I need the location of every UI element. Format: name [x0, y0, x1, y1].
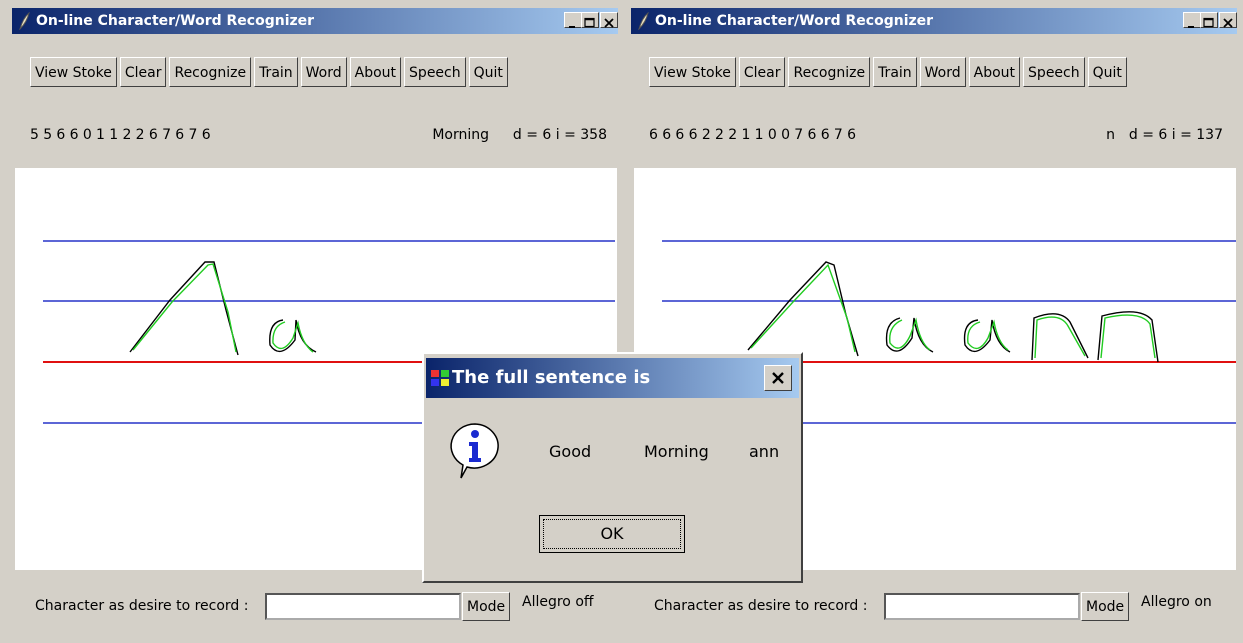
close-button[interactable]: [764, 365, 792, 391]
desktop: The full sentence is OK GoodMorningann (…: [0, 0, 1243, 643]
mode-button[interactable]: Mode: [462, 592, 510, 621]
ok-button[interactable]: OK: [539, 515, 685, 553]
window-title: On-line Character/Word Recognizer: [655, 8, 933, 34]
minimize-icon: [1184, 16, 1200, 30]
character-input[interactable]: [884, 593, 1080, 620]
close-button[interactable]: [1219, 12, 1237, 28]
title-bar: On-line Character/Word Recognizer: [631, 8, 1237, 34]
close-icon: [1220, 16, 1236, 30]
toolbar-button[interactable]: View Stoke: [649, 57, 736, 87]
allegro-status: Allegro on: [1141, 594, 1212, 610]
recognition-stats: d = 6 i = 137: [1129, 127, 1223, 143]
toolbar-button[interactable]: About: [969, 57, 1020, 87]
maximize-icon: [1201, 16, 1217, 30]
page: {"windows": [ {"title": "On-line Charact…: [0, 0, 1243, 643]
recognized-word: Morning: [432, 127, 489, 143]
minimize-button[interactable]: [564, 12, 582, 28]
message-dialog: The full sentence is OK Good Morning ann: [422, 352, 803, 583]
toolbar-button[interactable]: Quit: [1088, 57, 1127, 87]
title-bar: On-line Character/Word Recognizer: [12, 8, 618, 34]
toolbar-button[interactable]: Speech: [1023, 57, 1085, 87]
sentence-word: Morning: [644, 442, 709, 461]
allegro-status: Allegro off: [522, 594, 594, 610]
close-button[interactable]: [600, 12, 618, 28]
feather-icon: [636, 12, 650, 30]
close-icon: [601, 16, 617, 30]
window-title: On-line Character/Word Recognizer: [36, 8, 314, 34]
stroke-code: 55660112267676: [30, 127, 215, 143]
toolbar-button[interactable]: Speech: [404, 57, 466, 87]
dialog-title: The full sentence is: [452, 358, 650, 398]
recognition-stats: d = 6 i = 358: [513, 127, 607, 143]
toolbar-button[interactable]: Clear: [120, 57, 167, 87]
toolbar-button[interactable]: Word: [920, 57, 966, 87]
toolbar-button[interactable]: Word: [301, 57, 347, 87]
dialog-title-bar: The full sentence is: [426, 358, 799, 398]
maximize-button[interactable]: [581, 12, 599, 28]
character-input[interactable]: [265, 593, 461, 620]
maximize-button[interactable]: [1200, 12, 1218, 28]
toolbar-button[interactable]: Train: [254, 57, 298, 87]
mode-button[interactable]: Mode: [1081, 592, 1129, 621]
maximize-icon: [582, 16, 598, 30]
toolbar-button[interactable]: Recognize: [169, 57, 251, 87]
sentence-word: ann: [749, 442, 779, 461]
ok-label: OK: [543, 519, 681, 549]
info-icon: [447, 420, 503, 480]
field-label: Character as desire to record :: [654, 598, 867, 614]
app-icon: [430, 368, 450, 388]
field-label: Character as desire to record :: [35, 598, 248, 614]
toolbar-button[interactable]: Clear: [739, 57, 786, 87]
minimize-button[interactable]: [1183, 12, 1201, 28]
close-icon: [765, 367, 791, 391]
toolbar-button[interactable]: About: [350, 57, 401, 87]
sentence-word: Good: [549, 442, 591, 461]
toolbar-button[interactable]: Quit: [469, 57, 508, 87]
minimize-icon: [565, 16, 581, 30]
stroke-code: 6666222110076676: [649, 127, 860, 143]
recognized-word: n: [1106, 127, 1115, 143]
feather-icon: [17, 12, 31, 30]
toolbar-button[interactable]: Recognize: [788, 57, 870, 87]
toolbar-button[interactable]: Train: [873, 57, 917, 87]
toolbar-button[interactable]: View Stoke: [30, 57, 117, 87]
